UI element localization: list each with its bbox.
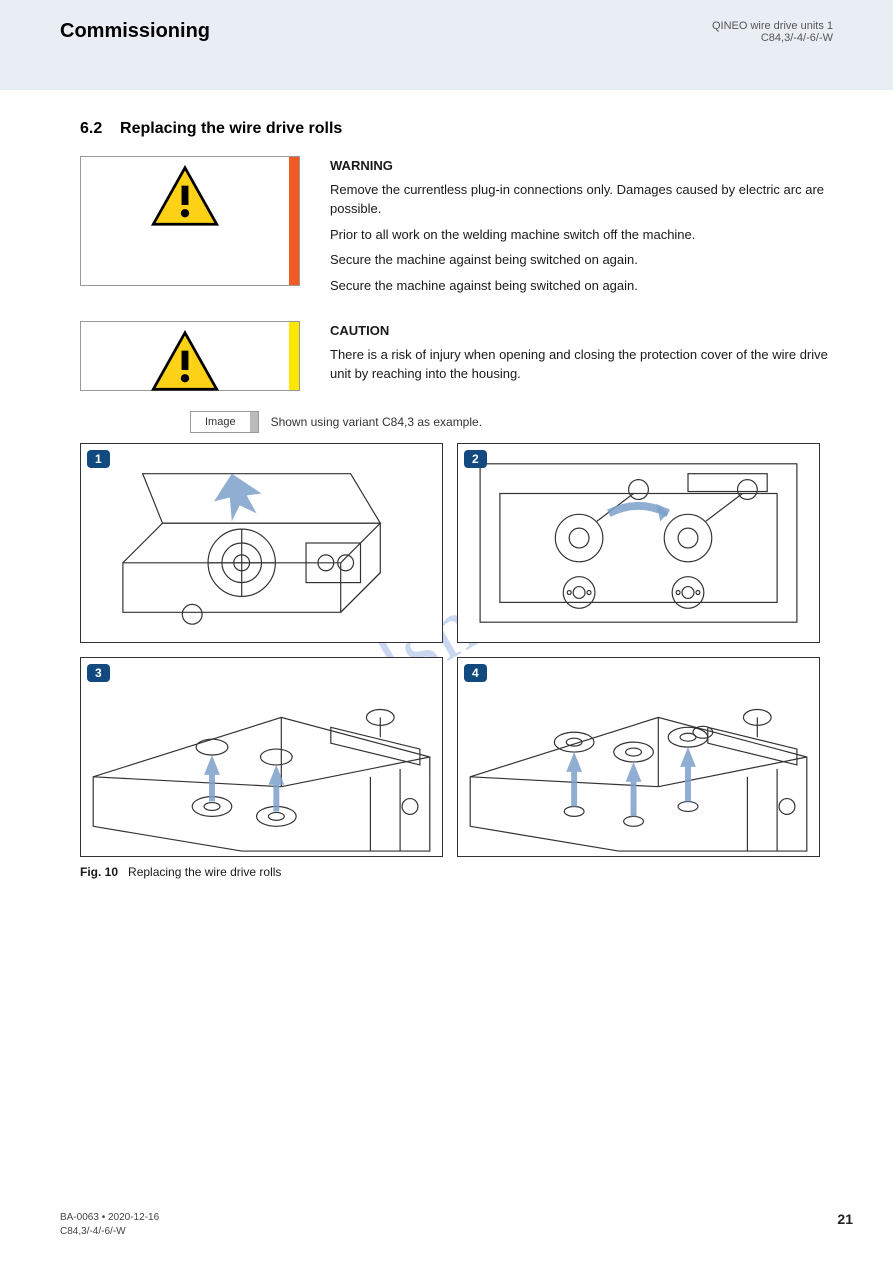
- figure-1: 1: [80, 443, 443, 643]
- figure-grid: 1: [80, 443, 820, 857]
- footer: BA-0063 • 2020-12-16 C84,3/-4/-6/-W 21: [60, 1211, 853, 1239]
- warning-heading: WARNING: [330, 156, 833, 176]
- warning-stripe: [289, 157, 299, 285]
- content: 6.2 Replacing the wire drive rolls: [0, 90, 893, 879]
- header-model: C84,3/-4/-6/-W: [712, 32, 833, 44]
- footer-model: C84,3/-4/-6/-W: [60, 1225, 159, 1239]
- warning-triangle-icon: [150, 165, 220, 227]
- figure-4-badge: 4: [464, 664, 487, 682]
- caution-text: CAUTION There is a risk of injury when o…: [330, 321, 833, 391]
- page-number: 21: [837, 1211, 853, 1227]
- figure-1-drawing: [81, 444, 442, 642]
- warning-row: WARNING Remove the currentless plug-in c…: [80, 156, 833, 301]
- caution-row: CAUTION There is a risk of injury when o…: [80, 321, 833, 391]
- page-root: manualshive.com Commissioning QINEO wire…: [0, 0, 893, 1263]
- footer-doc-id: BA-0063 • 2020-12-16: [60, 1211, 159, 1225]
- header-meta: QINEO wire drive units 1 C84,3/-4/-6/-W: [712, 20, 833, 44]
- caution-triangle-icon: [150, 330, 220, 392]
- figure-2-badge: 2: [464, 450, 487, 468]
- caution-icon-wrap: [81, 322, 289, 390]
- image-tag: Image: [190, 411, 259, 433]
- figure-3: 3: [80, 657, 443, 857]
- footer-left: BA-0063 • 2020-12-16 C84,3/-4/-6/-W: [60, 1211, 159, 1239]
- figure-1-badge: 1: [87, 450, 110, 468]
- figure-3-drawing: [81, 658, 442, 856]
- footer-right: 21: [837, 1211, 853, 1239]
- caution-p1: There is a risk of injury when opening a…: [330, 345, 833, 384]
- section-heading: 6.2 Replacing the wire drive rolls: [80, 120, 833, 138]
- image-tag-label: Image: [191, 416, 250, 428]
- warning-p3: Secure the machine against being switche…: [330, 250, 833, 270]
- figure-2-drawing: [458, 444, 819, 642]
- warning-p2: Prior to all work on the welding machine…: [330, 225, 833, 245]
- figure-2: 2: [457, 443, 820, 643]
- image-tag-note: Shown using variant C84,3 as example.: [271, 415, 482, 429]
- figure-caption-text: Replacing the wire drive rolls: [128, 865, 281, 879]
- figure-4: 4: [457, 657, 820, 857]
- warning-icon-wrap: [81, 157, 289, 285]
- warning-text: WARNING Remove the currentless plug-in c…: [330, 156, 833, 301]
- image-tag-bar: [250, 412, 258, 432]
- caution-box: [80, 321, 300, 391]
- figure-3-badge: 3: [87, 664, 110, 682]
- warning-box: [80, 156, 300, 286]
- figure-4-drawing: [458, 658, 819, 856]
- caution-heading: CAUTION: [330, 321, 833, 341]
- warning-box-col: [80, 156, 300, 301]
- warning-p4: Secure the machine against being switche…: [330, 276, 833, 296]
- figure-caption: Fig. 10 Replacing the wire drive rolls: [80, 865, 833, 879]
- image-tag-row: Image Shown using variant C84,3 as examp…: [190, 411, 833, 433]
- warning-p1: Remove the currentless plug-in connectio…: [330, 180, 833, 219]
- header-product: QINEO wire drive units 1: [712, 20, 833, 32]
- caution-box-col: [80, 321, 300, 391]
- section-title-text: Replacing the wire drive rolls: [120, 120, 342, 137]
- section-number: 6.2: [80, 120, 102, 137]
- figure-caption-label: Fig. 10: [80, 865, 118, 879]
- caution-stripe: [289, 322, 299, 390]
- header-band: Commissioning QINEO wire drive units 1 C…: [0, 0, 893, 90]
